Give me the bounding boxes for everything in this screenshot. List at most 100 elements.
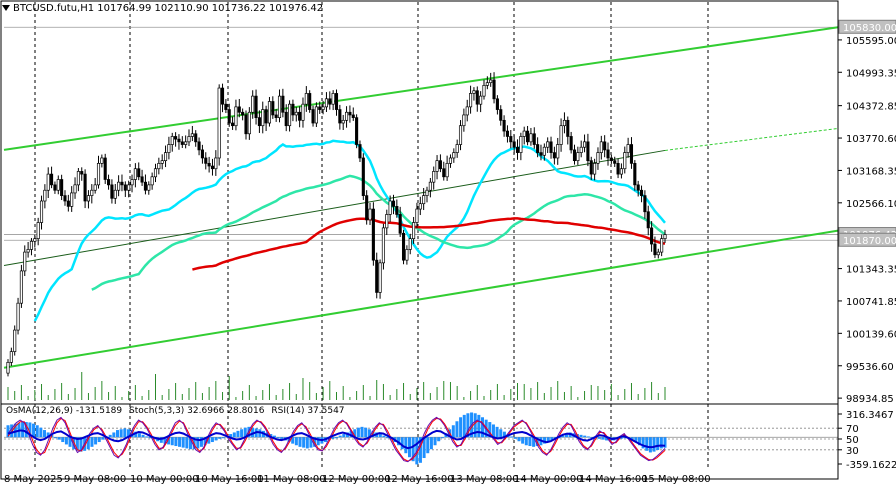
osma-bar [251, 427, 255, 438]
sub-tick-label-4: -359.1622 [846, 460, 896, 471]
osma-bar [382, 435, 386, 438]
grid-lines [4, 2, 838, 467]
osma-bar [634, 437, 638, 443]
candle-body [301, 103, 305, 121]
candle-body [515, 146, 520, 153]
osma-bar [214, 437, 218, 441]
candle-body [616, 163, 620, 175]
osma-bar [39, 427, 43, 438]
osma-bar [532, 437, 536, 447]
candle-body [626, 144, 630, 153]
osma-bar [433, 437, 437, 446]
osma-bar [229, 434, 233, 438]
candle-body [284, 111, 288, 127]
osma-bar [652, 437, 656, 452]
candle-body [415, 208, 419, 223]
candle-body [103, 157, 107, 180]
ma-mid-line [91, 174, 666, 291]
candle-body [395, 206, 399, 215]
candle-body [660, 238, 664, 253]
osma-bar [75, 437, 79, 451]
candle-body [214, 157, 218, 170]
candle-body [539, 152, 543, 156]
stoch-signal-line [7, 417, 666, 462]
candle-body [60, 179, 64, 196]
osma-bar [134, 431, 138, 438]
osma-bar [86, 437, 90, 450]
candle-body [589, 160, 593, 175]
channel-lower [3, 229, 839, 369]
osma-bar [46, 432, 50, 438]
candle-body [375, 259, 379, 293]
candle-body [485, 82, 489, 86]
candle-body [505, 130, 510, 137]
candle-body [656, 251, 660, 256]
osma-bar [342, 434, 346, 438]
candle-body [298, 111, 302, 121]
candle-body [100, 157, 104, 164]
candle-body [388, 200, 392, 215]
candle-body [536, 144, 540, 153]
osma-bar [513, 437, 517, 439]
candle-body [167, 144, 171, 153]
candle-body [26, 249, 30, 253]
y-tick-label-4: 103770.60 [846, 134, 896, 145]
candle-body [629, 144, 634, 164]
osma-bar [148, 437, 152, 439]
osma-bar [298, 437, 302, 447]
candle-body [455, 144, 459, 153]
candle-body [499, 109, 503, 121]
candle-body [331, 93, 335, 105]
candle-body [308, 93, 312, 110]
channel-upper [3, 26, 839, 151]
osma-bar [159, 437, 163, 443]
candle-body [412, 222, 416, 239]
candle-body [562, 119, 566, 127]
candle-body [586, 141, 590, 162]
osma-bar [57, 437, 61, 440]
osma-bar [645, 437, 649, 451]
osma-bar [199, 437, 203, 447]
x-tick-label-6: 12 May 16:00 [385, 474, 454, 485]
osma-bar [543, 437, 547, 444]
candle-body [251, 95, 255, 113]
candle-body [39, 200, 44, 223]
candle-body [83, 173, 87, 202]
symbol-dropdown-icon[interactable] [2, 5, 10, 11]
x-tick-label-5: 12 May 00:00 [322, 474, 391, 485]
candle-body [385, 214, 389, 229]
candle-body [435, 160, 439, 172]
osma-bar [546, 437, 550, 443]
candle-body [532, 133, 536, 145]
osma-bar [141, 434, 145, 438]
candle-body [23, 251, 27, 272]
candle-body [220, 87, 225, 105]
sub-tick-label-1: 70 [846, 424, 859, 435]
osma-bar [641, 437, 645, 449]
candle-body [381, 227, 385, 264]
candle-body [66, 200, 70, 207]
osma-bar [43, 430, 46, 438]
candle-body [194, 133, 198, 143]
osma-bar [123, 428, 127, 438]
osma-bar [126, 429, 130, 438]
candle-body [542, 146, 546, 156]
candle-body [609, 157, 613, 162]
candle-body [257, 117, 261, 127]
candle-body [365, 195, 369, 221]
candle-body [184, 141, 188, 145]
candle-body [452, 152, 456, 159]
rsi-label: RSI(14) 37.5547 [271, 406, 345, 416]
candle-body [653, 243, 657, 256]
candle-body [247, 111, 251, 135]
osma-bar [397, 437, 401, 446]
osma-bar [35, 425, 39, 438]
candle-body [180, 141, 184, 145]
osma-bar [178, 437, 182, 447]
osma-bar [32, 423, 36, 438]
osma-bar [291, 437, 295, 444]
candle-body [445, 163, 449, 178]
price-label-box-0 [838, 19, 896, 34]
osma-bar [517, 437, 521, 442]
